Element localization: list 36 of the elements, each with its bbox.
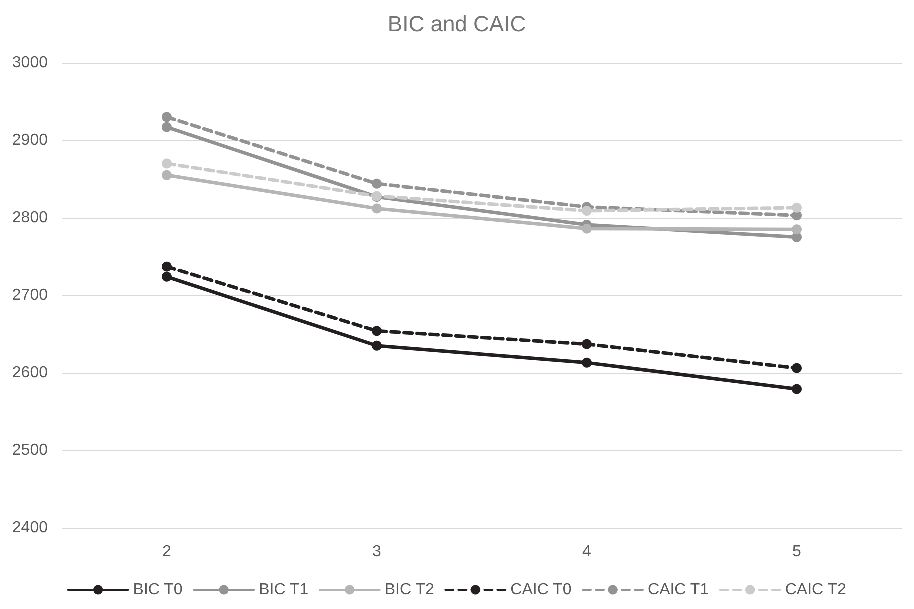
point — [372, 326, 382, 336]
y-tick-label: 2900 — [12, 132, 48, 149]
y-tick-label: 3000 — [12, 54, 48, 72]
legend-label: CAIC T2 — [785, 582, 847, 598]
point — [162, 262, 172, 272]
point — [792, 384, 802, 394]
point — [582, 206, 592, 216]
x-tick-label: 5 — [792, 544, 802, 560]
point — [162, 122, 172, 132]
point — [582, 358, 592, 368]
legend-label: CAIC T0 — [510, 582, 572, 598]
x-tick-label: 2 — [162, 544, 172, 560]
legend-label: BIC T0 — [133, 582, 183, 598]
y-tick-label: 2400 — [12, 520, 48, 536]
x-tick-label: 3 — [372, 544, 382, 560]
y-tick-label: 2500 — [12, 442, 48, 459]
point — [162, 272, 172, 282]
point — [372, 204, 382, 214]
point — [162, 112, 172, 122]
y-tick-label: 2700 — [12, 287, 48, 304]
point — [162, 158, 172, 169]
chart-title: BIC and CAIC — [388, 12, 526, 36]
point — [792, 224, 802, 235]
point — [372, 340, 382, 351]
legend-label: CAIC T1 — [648, 582, 710, 598]
y-tick-label: 2800 — [12, 210, 48, 226]
point — [162, 170, 172, 180]
point — [372, 178, 382, 189]
point — [792, 363, 802, 374]
legend-label: BIC T2 — [384, 582, 434, 598]
legend-label: BIC T1 — [259, 582, 309, 598]
point — [582, 224, 592, 234]
point — [792, 202, 802, 213]
point — [582, 339, 592, 350]
y-tick-label: 2600 — [12, 364, 48, 382]
x-tick-label: 4 — [582, 544, 592, 560]
